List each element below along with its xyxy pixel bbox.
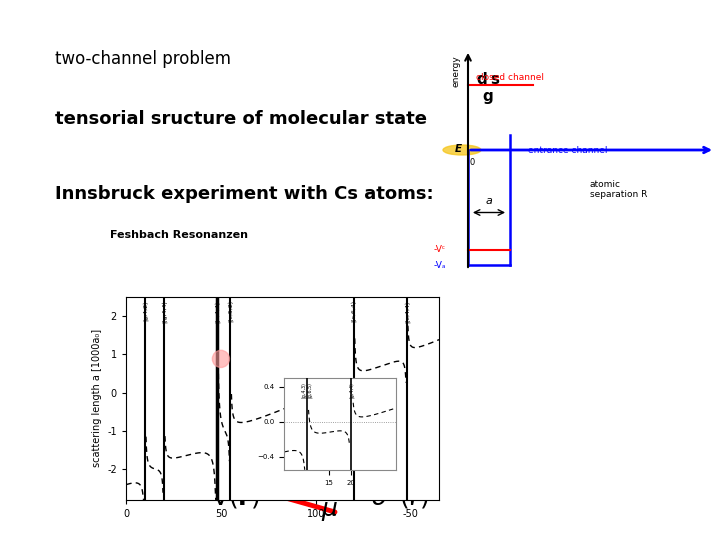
Text: -Vₐ: -Vₐ [433, 260, 446, 269]
Text: -Vᶜ: -Vᶜ [434, 246, 446, 254]
Text: two-channel problem: two-channel problem [55, 50, 231, 68]
Text: |(c,6,4⟩: |(c,6,4⟩ [351, 300, 356, 322]
Text: entrance channel: entrance channel [528, 146, 608, 155]
Text: |(c,5,2⟩: |(c,5,2⟩ [228, 300, 233, 322]
Text: |g,4,2⟩: |g,4,2⟩ [142, 300, 148, 321]
Text: a: a [485, 197, 492, 206]
Text: atomic
separation R: atomic separation R [590, 180, 647, 199]
Text: |(c,4,4⟩: |(c,4,4⟩ [214, 300, 220, 322]
Text: 0: 0 [470, 158, 475, 167]
Text: |(g,4,4⟩: |(g,4,4⟩ [161, 300, 167, 323]
Text: tensorial sructure of molecular state: tensorial sructure of molecular state [55, 110, 427, 128]
Text: Feshbach Resonanzen: Feshbach Resonanzen [110, 230, 248, 240]
Text: $\mathrm{V}(\mathbf{r}) = \dfrac{2\pi\hbar^2 a}{\mu}\delta^3(r)$: $\mathrm{V}(\mathbf{r}) = \dfrac{2\pi\hb… [211, 471, 429, 525]
Text: g: g [482, 89, 492, 104]
Y-axis label: scattering length a [1000a₀]: scattering length a [1000a₀] [91, 329, 102, 467]
Text: energy: energy [451, 55, 461, 87]
Text: d: d [476, 72, 487, 87]
Text: Innsbruck experiment with Cs atoms:: Innsbruck experiment with Cs atoms: [55, 185, 433, 203]
Text: |(c,4,4⟩: |(c,4,4⟩ [404, 300, 410, 322]
Text: closed channel: closed channel [476, 73, 544, 82]
Text: |g,4,4⟩: |g,4,4⟩ [348, 382, 354, 399]
Text: |g,4,3⟩
|g,6,5⟩: |g,4,3⟩ |g,6,5⟩ [301, 382, 312, 399]
Text: s: s [490, 72, 499, 87]
Ellipse shape [443, 145, 481, 155]
Ellipse shape [212, 350, 230, 368]
Text: E: E [455, 144, 462, 154]
